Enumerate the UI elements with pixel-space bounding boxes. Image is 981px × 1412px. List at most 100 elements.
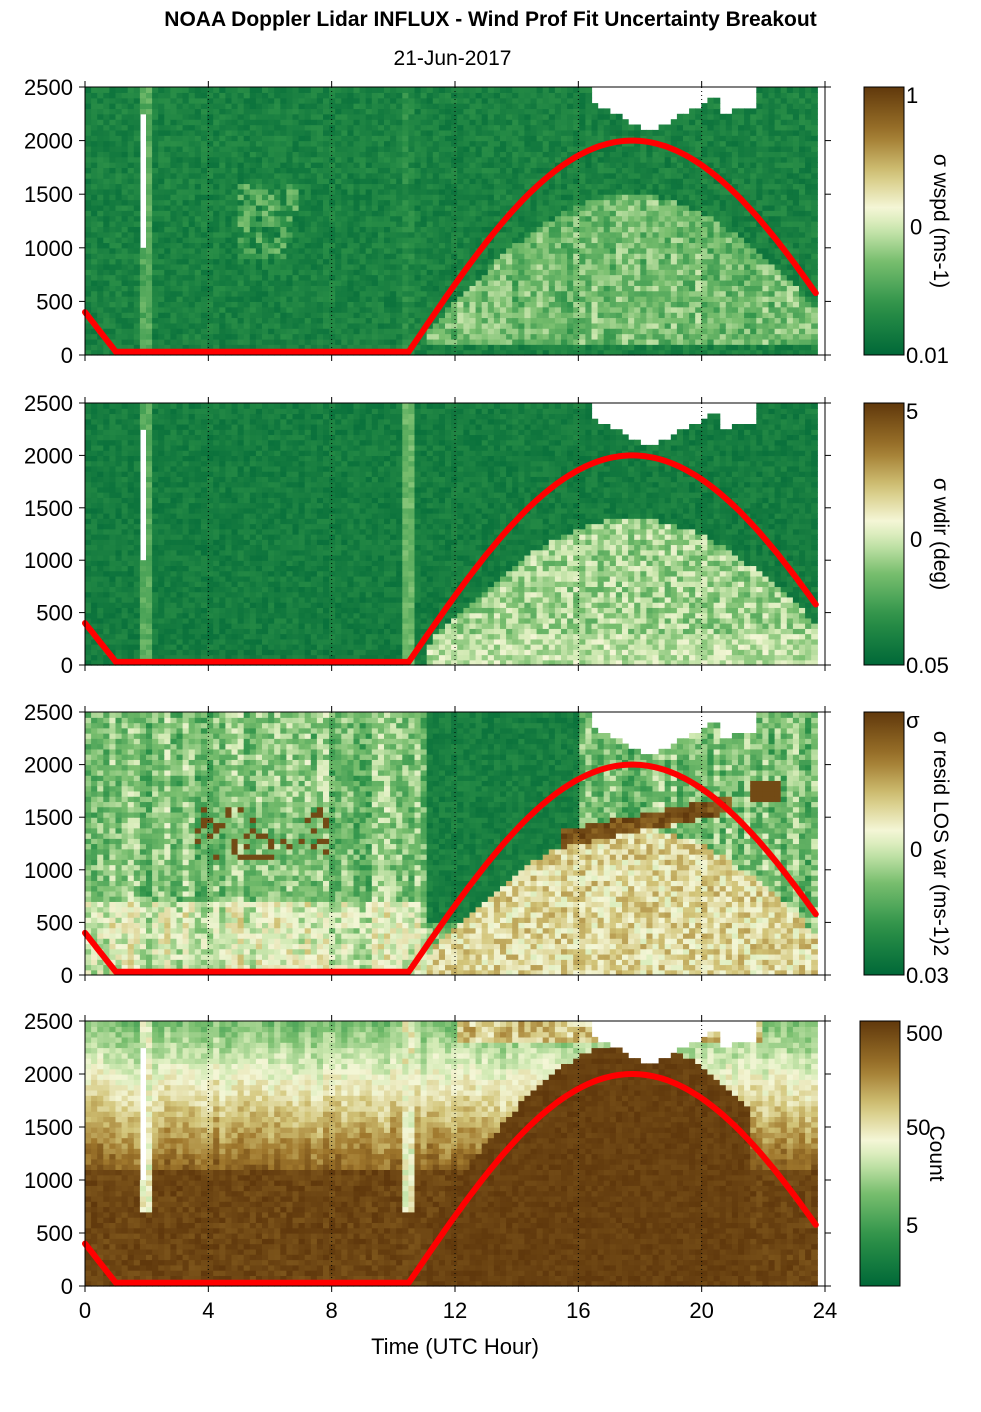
heatmap-cell xyxy=(592,135,599,141)
heatmap-cell xyxy=(524,205,531,211)
heatmap-cell xyxy=(134,253,141,259)
heatmap-cell xyxy=(323,125,330,131)
heatmap-cell xyxy=(408,125,415,131)
heatmap-cell xyxy=(109,280,116,286)
heatmap-cell xyxy=(622,301,629,307)
heatmap-cell xyxy=(592,285,599,291)
heatmap-cell xyxy=(183,301,190,307)
heatmap-cell xyxy=(537,269,544,275)
heatmap-cell xyxy=(378,130,385,136)
heatmap-cell xyxy=(341,307,348,313)
heatmap-cell xyxy=(604,178,611,184)
heatmap-cell xyxy=(152,237,159,243)
heatmap-cell xyxy=(250,264,257,270)
heatmap-cell xyxy=(207,264,214,270)
heatmap-cell xyxy=(677,264,684,270)
heatmap-cell xyxy=(170,296,177,302)
heatmap-cell xyxy=(451,162,458,168)
heatmap-cell xyxy=(616,291,623,297)
heatmap-cell xyxy=(549,291,556,297)
heatmap-cell xyxy=(628,296,635,302)
heatmap-cell xyxy=(506,318,513,324)
heatmap-cell xyxy=(140,312,147,318)
heatmap-cell xyxy=(323,146,330,152)
heatmap-cell xyxy=(531,264,538,270)
heatmap-cell xyxy=(689,285,696,291)
heatmap-cell xyxy=(677,237,684,243)
heatmap-cell xyxy=(268,334,275,340)
heatmap-cell xyxy=(476,344,483,350)
heatmap-cell xyxy=(555,103,562,109)
heatmap-cell xyxy=(433,87,440,93)
heatmap-cell xyxy=(311,296,318,302)
heatmap-cell xyxy=(390,328,397,334)
heatmap-cell xyxy=(195,98,202,104)
heatmap-cell xyxy=(225,103,232,109)
heatmap-cell xyxy=(177,103,184,109)
heatmap-cell xyxy=(543,125,550,131)
heatmap-cell xyxy=(665,301,672,307)
heatmap-cell xyxy=(549,323,556,329)
heatmap-cell xyxy=(158,334,165,340)
heatmap-cell xyxy=(567,119,574,125)
heatmap-cell xyxy=(439,178,446,184)
heatmap-cell xyxy=(195,157,202,163)
heatmap-cell xyxy=(238,221,245,227)
heatmap-cell xyxy=(158,269,165,275)
heatmap-cell xyxy=(213,285,220,291)
heatmap-cell xyxy=(439,98,446,104)
heatmap-cell xyxy=(311,130,318,136)
heatmap-cell xyxy=(134,328,141,334)
heatmap-cell xyxy=(274,312,281,318)
heatmap-cell xyxy=(256,237,263,243)
heatmap-cell xyxy=(152,200,159,206)
heatmap-cell xyxy=(707,291,714,297)
heatmap-cell xyxy=(659,157,666,163)
heatmap-cell xyxy=(604,237,611,243)
heatmap-cell xyxy=(134,125,141,131)
heatmap-cell xyxy=(170,216,177,222)
heatmap-cell xyxy=(659,200,666,206)
heatmap-cell xyxy=(402,275,409,281)
heatmap-cell xyxy=(415,264,422,270)
heatmap-cell xyxy=(439,194,446,200)
heatmap-cell xyxy=(695,221,702,227)
heatmap-cell xyxy=(347,135,354,141)
heatmap-cell xyxy=(433,98,440,104)
heatmap-cell xyxy=(219,226,226,232)
heatmap-cell xyxy=(262,141,269,147)
heatmap-cell xyxy=(549,232,556,238)
heatmap-cell xyxy=(238,264,245,270)
heatmap-cell xyxy=(598,114,605,120)
heatmap-cell xyxy=(122,318,129,324)
heatmap-cell xyxy=(488,312,495,318)
heatmap-cell xyxy=(695,173,702,179)
heatmap-cell xyxy=(219,248,226,254)
heatmap-cell xyxy=(244,226,251,232)
heatmap-cell xyxy=(134,301,141,307)
heatmap-cell xyxy=(555,125,562,131)
heatmap-cell xyxy=(183,296,190,302)
heatmap-cell xyxy=(683,339,690,345)
heatmap-cell xyxy=(323,328,330,334)
heatmap-cell xyxy=(195,103,202,109)
heatmap-cell xyxy=(592,103,599,109)
heatmap-cell xyxy=(488,296,495,302)
heatmap-cell xyxy=(457,226,464,232)
heatmap-cell xyxy=(634,184,641,190)
heatmap-cell xyxy=(164,248,171,254)
heatmap-cell xyxy=(146,285,153,291)
heatmap-cell xyxy=(134,130,141,136)
heatmap-cell xyxy=(134,312,141,318)
heatmap-cell xyxy=(85,253,92,259)
heatmap-cell xyxy=(305,301,312,307)
heatmap-cell xyxy=(146,318,153,324)
heatmap-cell xyxy=(232,135,239,141)
heatmap-cell xyxy=(274,307,281,313)
heatmap-cell xyxy=(134,135,141,141)
heatmap-cell xyxy=(146,114,153,120)
heatmap-cell xyxy=(183,275,190,281)
heatmap-cell xyxy=(537,232,544,238)
heatmap-cell xyxy=(213,264,220,270)
heatmap-cell xyxy=(408,264,415,270)
